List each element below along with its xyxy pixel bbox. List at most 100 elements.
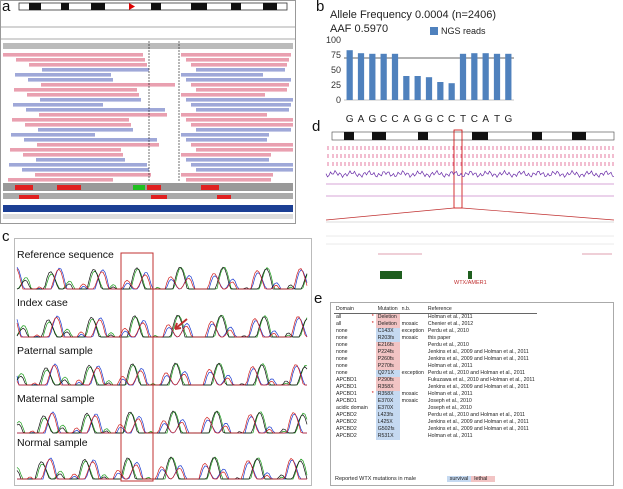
cell-reference: Holman et al., 2011	[427, 363, 473, 369]
cell-nb	[400, 426, 426, 433]
cell-domain: none	[336, 349, 348, 355]
cell-domain: none	[336, 342, 348, 348]
cell-nb	[400, 433, 426, 440]
cell-reference: Perdu et al., 2010 and Holman et al., 20…	[427, 412, 525, 418]
genome-browser-graphic	[325, 129, 615, 279]
cell-reference: Chenier et al., 2012	[427, 321, 474, 327]
cell-reference: Perdu et al., 2010 and Holman et al., 20…	[427, 370, 525, 376]
cell-mutation: C143X	[375, 328, 400, 335]
bar	[403, 76, 410, 100]
bar	[369, 53, 376, 100]
table-row: APCBD2 L425X Jenkins et al., 2009 and Holm…	[334, 419, 537, 426]
cell-nb: mosaic	[401, 398, 419, 404]
x-tick-label: G	[346, 114, 354, 125]
cell-domain: APCBD1	[336, 398, 357, 404]
cell-mutation: Q271X	[375, 370, 400, 377]
cell-domain: acidic domain	[336, 405, 368, 411]
cell-domain: APCBD1	[336, 384, 357, 390]
x-tick-label: C	[437, 114, 444, 125]
bar	[471, 53, 478, 100]
cell-reference: Joseph et al., 2010	[427, 405, 472, 411]
bar	[459, 53, 467, 100]
x-tick-label: G	[368, 114, 376, 125]
cell-nb	[400, 419, 426, 426]
cell-nb	[400, 384, 426, 391]
x-tick-label: G	[414, 114, 422, 125]
cell-reference: Jenkins et al., 2009 and Holman et al., …	[427, 419, 529, 425]
cell-domain: all	[336, 314, 342, 320]
allele-frequency-line: Allele Frequency 0.0004 (n=2406)	[330, 9, 497, 21]
table-row: acidic domain E370X Joseph et al., 2010	[334, 405, 537, 412]
cell-domain: APCBD2	[336, 419, 357, 425]
x-tick-label: G	[425, 114, 433, 125]
cell-mutation: P260fs	[375, 356, 400, 363]
cell-mutation: P270fs	[375, 363, 400, 370]
allele-frequency-text: Allele Frequency 0.0004 (n=2406) AAF 0.5…	[330, 8, 496, 36]
cell-nb: exception	[401, 370, 424, 376]
bar	[357, 53, 365, 100]
cell-mutation: G502fs	[375, 426, 400, 433]
cell-domain: none	[336, 328, 348, 334]
table-row: none Q271X exception Perdu et al., 2010 and…	[334, 370, 537, 377]
x-tick-label: C	[391, 114, 398, 125]
table-row: APCBD2 G502fs Jenkins et al., 2009 and Hol…	[334, 426, 537, 433]
table-row: none P270fs Holman et al., 2011	[334, 363, 537, 370]
legend-label: NGS reads	[441, 26, 486, 36]
cell-nb	[400, 342, 426, 349]
trace-label: Paternal sample	[17, 345, 93, 357]
mutation-table: Domain Mutation n.b. Reference all * Delet…	[334, 306, 537, 440]
table-row: none C143X exception Perdu et al., 2010	[334, 328, 537, 335]
table-row: none R203fs mosaic this paper	[334, 335, 537, 342]
legend-swatch	[430, 27, 438, 35]
cell-reference: Holman et al., 2011	[427, 391, 473, 397]
cell-mutation: E216fs	[375, 342, 400, 349]
survival-key: survival	[446, 476, 472, 482]
bar	[391, 53, 399, 100]
cell-nb	[400, 405, 426, 412]
cell-domain: none	[336, 356, 348, 362]
trace-label: Reference sequence	[17, 249, 114, 261]
cell-mutation: P290fs	[375, 377, 400, 384]
cell-nb	[400, 314, 426, 322]
y-tick-label: 100	[326, 36, 341, 45]
igv-alignment-graphic	[1, 2, 295, 219]
cell-mutation: L423fs	[375, 412, 400, 419]
x-tick-label: A	[482, 114, 489, 125]
bar	[414, 76, 421, 100]
panel-label-c: c	[2, 228, 10, 245]
bar	[346, 50, 353, 100]
table-row: none E216fs Perdu et al., 2010	[334, 342, 537, 349]
table-row: none P260fs Jenkins et al., 2009 and Holma…	[334, 356, 537, 363]
cell-mutation: E370X	[375, 398, 400, 405]
cell-mutation: P224fs	[375, 349, 400, 356]
cell-nb: mosaic	[401, 321, 419, 327]
x-tick-label: A	[358, 114, 365, 125]
trace-label: Maternal sample	[17, 393, 95, 405]
y-tick-label: 50	[331, 65, 341, 75]
table-row: all * Deletion mosaic Chenier et al., 2012	[334, 321, 537, 328]
x-tick-label: C	[471, 114, 478, 125]
cell-reference: this paper	[427, 335, 451, 341]
cell-nb: exception	[401, 328, 424, 334]
cell-domain: APCBD2	[336, 426, 357, 432]
cell-domain: all	[336, 321, 342, 327]
sanger-chromatogram-panel: Reference sequence Index case Paternal s…	[14, 238, 312, 486]
cell-nb: mosaic	[401, 391, 419, 397]
cell-mutation: R531X	[375, 433, 400, 440]
panel-label-e: e	[314, 290, 323, 307]
cell-domain: none	[336, 370, 348, 376]
x-tick-label: T	[494, 114, 500, 125]
cell-reference: Fukuzawa et al., 2010 and Holman et al.,…	[427, 377, 535, 383]
highlight-box	[120, 252, 154, 482]
cell-star: *	[371, 321, 374, 327]
cell-mutation: R358X	[375, 391, 400, 398]
bar	[482, 53, 489, 100]
x-tick-label: T	[460, 114, 466, 125]
cell-reference: Jenkins et al., 2009 and Holman et al., …	[427, 356, 529, 362]
genome-browser-panel: WTX/AMER1	[322, 128, 618, 286]
footer-text: Reported WTX mutations in male	[335, 476, 417, 482]
cell-nb	[400, 349, 426, 356]
mutation-table-panel: Domain Mutation n.b. Reference all * Delet…	[330, 302, 614, 486]
aaf-line: AAF 0.5970	[330, 23, 389, 35]
lethal-key: lethal	[471, 476, 496, 482]
